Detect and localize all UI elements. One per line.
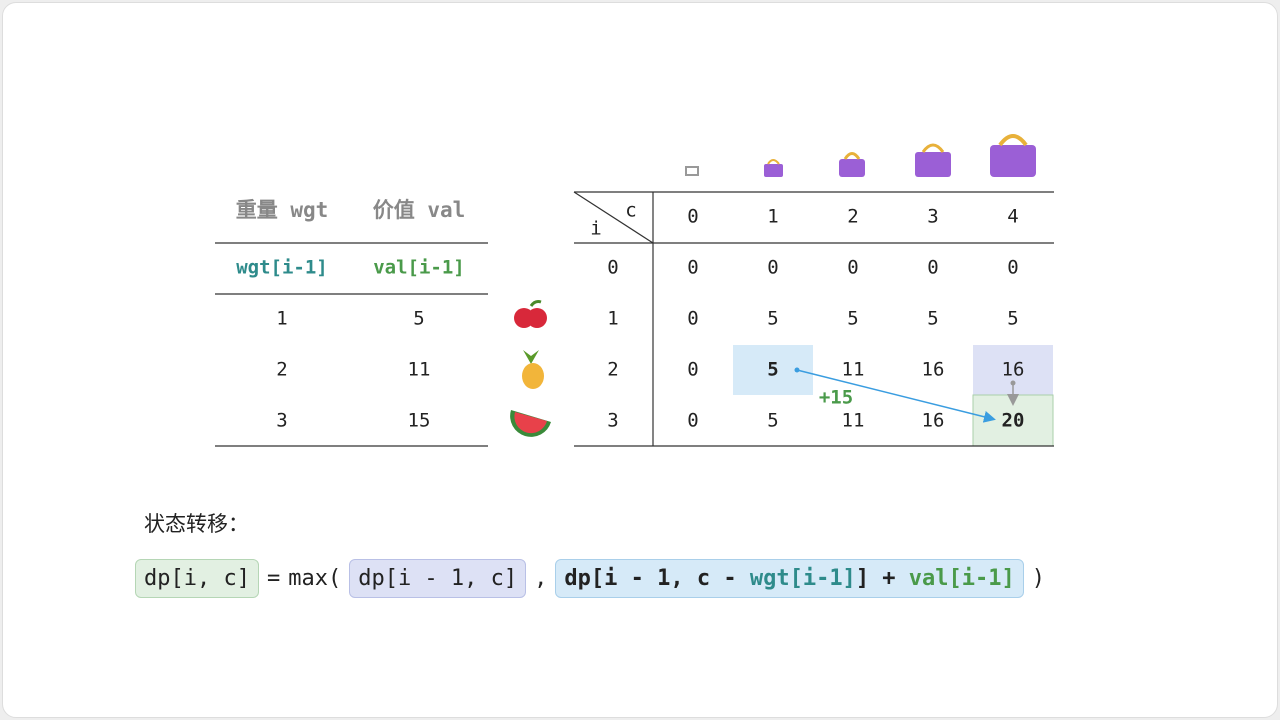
formula-label: 状态转移： — [144, 512, 249, 536]
dp-cell: 16 — [922, 410, 945, 432]
dp-cell: 5 — [847, 308, 858, 330]
dp-cell: 16 — [922, 359, 945, 381]
dp-cell: 16 — [1002, 359, 1025, 381]
left-cell: 15 — [408, 410, 431, 432]
dp-column-header: 3 — [927, 206, 938, 228]
watermelon — [510, 410, 551, 437]
dp-cell: 5 — [767, 410, 778, 432]
dp-row-label: 2 — [607, 359, 618, 381]
corner-col: c — [625, 200, 636, 222]
formula-max: max( — [288, 566, 342, 591]
down-arrow-start — [1010, 380, 1016, 386]
left-cell: 2 — [276, 359, 287, 381]
formula: dp[i, c] = max( dp[i - 1, c] , dp[i - 1,… — [135, 559, 1053, 598]
arrow-start — [794, 367, 800, 373]
option2-wgt: wgt[i-1] — [749, 566, 856, 591]
left-cell: 1 — [276, 308, 287, 330]
dp-cell: 5 — [927, 308, 938, 330]
transition-arrow — [796, 369, 996, 423]
left-subheader: wgt[i-1] — [236, 257, 328, 279]
left-header: 价值 val — [373, 198, 466, 222]
bags — [685, 134, 1036, 177]
apple — [514, 300, 547, 328]
option2-b: ] + — [855, 566, 909, 591]
dp-cell: 0 — [1007, 257, 1018, 279]
formula-option2: dp[i - 1, c - wgt[i-1]] + val[i-1] — [555, 559, 1024, 598]
formula-lhs: dp[i, c] — [135, 559, 259, 598]
left-subheader: val[i-1] — [373, 257, 465, 279]
table-lines — [215, 191, 1054, 447]
dp-row-label: 1 — [607, 308, 618, 330]
annotation: +15 — [819, 387, 853, 409]
dp-cell: 5 — [1007, 308, 1018, 330]
dp-cell: 0 — [687, 359, 698, 381]
formula-close: ) — [1031, 566, 1046, 591]
dp-column-header: 4 — [1007, 206, 1018, 228]
dp-cell: 0 — [687, 257, 698, 279]
dp-row-label: 3 — [607, 410, 618, 432]
dp-cell: 0 — [847, 257, 858, 279]
left-cell: 5 — [413, 308, 424, 330]
formula-option1: dp[i - 1, c] — [349, 559, 527, 598]
dp-cell: 11 — [842, 359, 865, 381]
left-cell: 11 — [408, 359, 431, 381]
dp-cell: 0 — [687, 308, 698, 330]
left-cell: 3 — [276, 410, 287, 432]
dp-column-header: 0 — [687, 206, 698, 228]
formula-comma: , — [534, 566, 548, 591]
dp-cell: 0 — [927, 257, 938, 279]
left-header: 重量 wgt — [236, 198, 329, 222]
dp-column-header: 1 — [767, 206, 778, 228]
dp-cell: 11 — [842, 410, 865, 432]
dp-cell: 20 — [1002, 410, 1025, 432]
pineapple — [522, 350, 544, 389]
corner-row: i — [590, 218, 601, 240]
dp-cell: 0 — [687, 410, 698, 432]
option2-a: dp[i - 1, c - — [564, 566, 750, 591]
dp-cell: 5 — [767, 308, 778, 330]
formula-equals: = — [266, 566, 281, 591]
dp-row-label: 0 — [607, 257, 618, 279]
dp-cell: 5 — [767, 359, 778, 381]
option2-val: val[i-1] — [908, 566, 1015, 591]
dp-cell: 0 — [767, 257, 778, 279]
dp-column-header: 2 — [847, 206, 858, 228]
